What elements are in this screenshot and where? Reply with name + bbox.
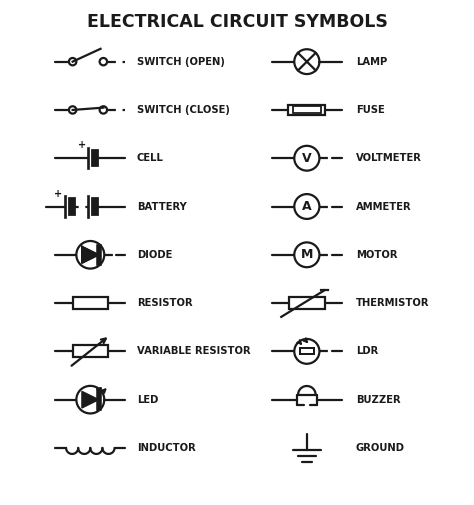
Bar <box>73 345 108 358</box>
Bar <box>289 297 325 309</box>
Bar <box>288 105 326 115</box>
Text: CELL: CELL <box>137 153 164 163</box>
Text: MOTOR: MOTOR <box>356 250 397 260</box>
Polygon shape <box>82 391 99 408</box>
Text: THERMISTOR: THERMISTOR <box>356 298 429 308</box>
Text: +: + <box>54 189 62 198</box>
Text: INDUCTOR: INDUCTOR <box>137 443 196 453</box>
Polygon shape <box>82 246 99 263</box>
Text: RESISTOR: RESISTOR <box>137 298 192 308</box>
Text: VARIABLE RESISTOR: VARIABLE RESISTOR <box>137 346 250 357</box>
Text: SWITCH (OPEN): SWITCH (OPEN) <box>137 57 225 67</box>
Bar <box>293 107 321 114</box>
Bar <box>300 348 314 355</box>
Text: BUZZER: BUZZER <box>356 395 401 405</box>
Text: LAMP: LAMP <box>356 57 387 67</box>
Text: ELECTRICAL CIRCUIT SYMBOLS: ELECTRICAL CIRCUIT SYMBOLS <box>87 13 387 31</box>
Text: M: M <box>301 248 313 261</box>
Text: AMMETER: AMMETER <box>356 201 411 212</box>
Bar <box>73 297 108 309</box>
Text: LDR: LDR <box>356 346 378 357</box>
Text: +: + <box>78 140 86 150</box>
Text: VOLTMETER: VOLTMETER <box>356 153 421 163</box>
Text: FUSE: FUSE <box>356 105 384 115</box>
Text: SWITCH (CLOSE): SWITCH (CLOSE) <box>137 105 230 115</box>
Text: GROUND: GROUND <box>356 443 405 453</box>
Text: BATTERY: BATTERY <box>137 201 187 212</box>
Text: A: A <box>302 200 312 213</box>
Text: DIODE: DIODE <box>137 250 172 260</box>
Text: V: V <box>302 152 312 165</box>
Text: LED: LED <box>137 395 158 405</box>
